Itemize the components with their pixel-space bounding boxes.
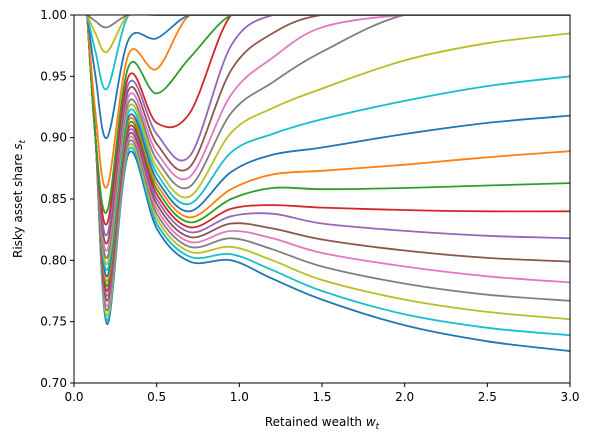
- series-line-24: [86, 15, 570, 29]
- x-tick-label: 0.0: [64, 390, 83, 404]
- x-tick-label: 1.5: [312, 390, 331, 404]
- y-tick-label: 0.90: [40, 131, 67, 145]
- x-tick-label: 3.0: [560, 390, 579, 404]
- y-axis-label-text: Risky asset share: [11, 150, 25, 258]
- x-axis-label: Retained wealth wt: [265, 415, 380, 432]
- x-axis-label-text: Retained wealth: [265, 415, 366, 429]
- y-axis: 0.70 0.75 0.80 0.85 0.90 0.95 1.00: [40, 8, 74, 390]
- x-axis: 0.0 0.5 1.0 1.5 2.0 2.5 3.0: [64, 383, 580, 404]
- series-line-21: [86, 15, 570, 139]
- y-tick-label: 0.85: [40, 192, 67, 206]
- x-tick-label: 2.0: [395, 390, 414, 404]
- x-tick-label: 0.5: [147, 390, 166, 404]
- y-tick-label: 0.80: [40, 253, 67, 267]
- y-axis-label-var: s: [11, 144, 25, 150]
- y-tick-label: 0.95: [40, 69, 67, 83]
- y-tick-label: 1.00: [40, 8, 67, 22]
- series-line-22: [86, 15, 570, 91]
- y-tick-label: 0.70: [40, 376, 67, 390]
- x-tick-label: 2.5: [478, 390, 497, 404]
- series-line-23: [86, 15, 570, 54]
- x-axis-label-sub: t: [376, 422, 380, 432]
- y-tick-label: 0.75: [40, 315, 67, 329]
- y-axis-label-sub: t: [18, 140, 28, 144]
- y-axis-label: Risky asset share st: [11, 140, 28, 258]
- x-tick-label: 1.0: [230, 390, 249, 404]
- series-group: [86, 15, 570, 352]
- x-axis-label-var: w: [366, 415, 376, 429]
